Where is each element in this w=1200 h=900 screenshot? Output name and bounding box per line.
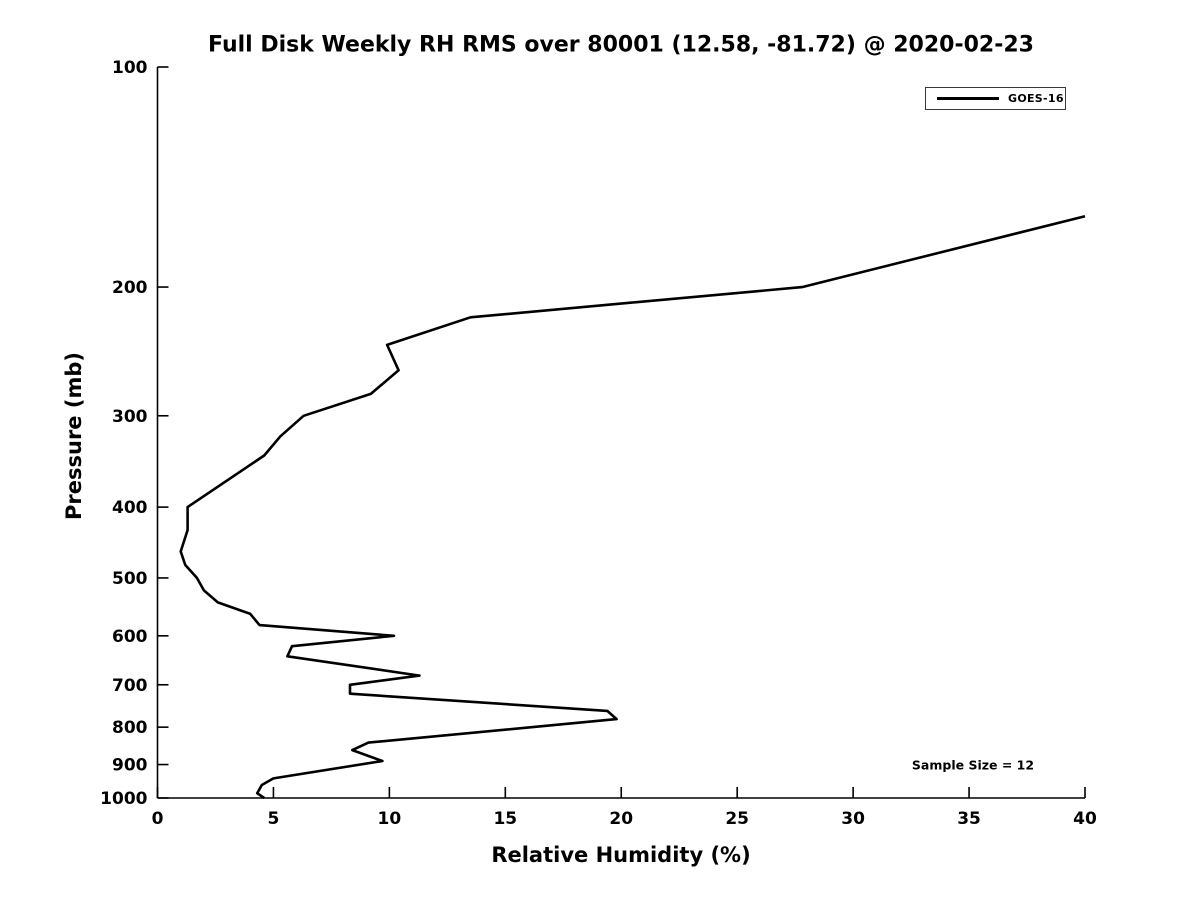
legend-series-label: GOES-16 bbox=[1008, 92, 1064, 105]
x-tick-label: 10 bbox=[378, 809, 402, 829]
y-tick-label: 600 bbox=[112, 627, 148, 647]
legend-line-sample bbox=[937, 97, 999, 100]
x-tick-label: 30 bbox=[841, 809, 865, 829]
y-tick-label: 500 bbox=[112, 569, 148, 589]
x-tick-label: 40 bbox=[1073, 809, 1097, 829]
y-tick-label: 300 bbox=[112, 407, 148, 427]
x-tick-label: 35 bbox=[957, 809, 981, 829]
goes16-curve bbox=[179, 214, 1086, 800]
axes bbox=[156, 67, 1085, 799]
x-tick-label: 0 bbox=[152, 809, 164, 829]
sample-size-annotation: Sample Size = 12 bbox=[911, 757, 1035, 773]
axis-ticks bbox=[156, 66, 1086, 799]
x-axis-label: Relative Humidity (%) bbox=[491, 843, 751, 867]
x-tick-label: 5 bbox=[268, 809, 280, 829]
x-tick-label: 20 bbox=[609, 809, 633, 829]
y-tick-label: 1000 bbox=[100, 789, 147, 809]
y-tick-label: 400 bbox=[112, 498, 148, 518]
x-tick-label: 15 bbox=[493, 809, 517, 829]
y-axis-label: Pressure (mb) bbox=[62, 352, 86, 520]
y-tick-label: 200 bbox=[112, 278, 148, 298]
y-tick-label: 100 bbox=[112, 58, 148, 78]
x-tick-label: 25 bbox=[725, 809, 749, 829]
legend: GOES-16 bbox=[925, 87, 1066, 110]
chart-title: Full Disk Weekly RH RMS over 80001 (12.5… bbox=[208, 32, 1034, 58]
y-tick-label: 900 bbox=[112, 756, 148, 776]
y-tick-label: 800 bbox=[112, 718, 148, 738]
y-tick-label: 700 bbox=[112, 676, 148, 696]
